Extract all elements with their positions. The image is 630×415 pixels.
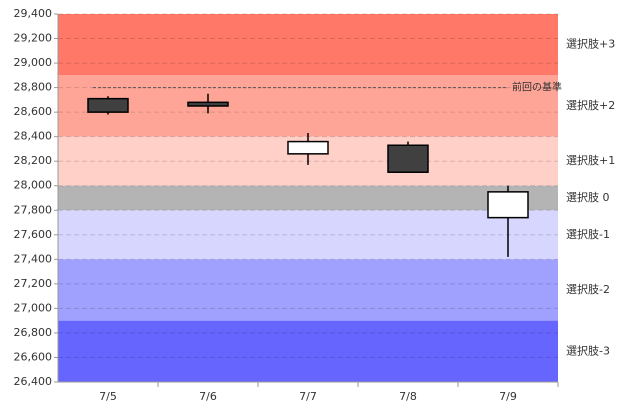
band [58, 259, 558, 321]
band-label: 選択肢+2 [566, 98, 615, 112]
y-tick-label: 27,200 [14, 277, 53, 290]
band [58, 185, 558, 211]
band-label: 選択肢+1 [566, 153, 615, 167]
band [58, 320, 558, 382]
candle-body [87, 97, 129, 113]
x-tick-label: 7/8 [399, 390, 417, 403]
candle-body [487, 191, 529, 219]
y-tick-label: 28,800 [14, 81, 53, 94]
y-tick-label: 27,600 [14, 228, 53, 241]
y-tick-label: 28,600 [14, 105, 53, 118]
y-tick-label: 29,200 [14, 32, 53, 45]
y-tick-label: 26,600 [14, 350, 53, 363]
y-tick-label: 26,800 [14, 326, 53, 339]
x-tick-label: 7/7 [299, 390, 317, 403]
reference-label: 前回の基準 [512, 81, 562, 94]
band [58, 14, 558, 76]
y-tick-label: 26,400 [14, 375, 53, 388]
band-label: 選択肢-2 [566, 282, 610, 296]
y-tick-label: 28,000 [14, 179, 53, 192]
band-label: 選択肢-1 [566, 227, 610, 241]
candle-body [387, 144, 429, 173]
band-label: 選択肢 0 [566, 190, 610, 204]
band-label: 選択肢+3 [566, 37, 615, 51]
x-tick-label: 7/9 [499, 390, 517, 403]
y-tick-label: 29,400 [14, 7, 53, 20]
candle-body [187, 101, 229, 107]
band [58, 210, 558, 260]
band-label: 選択肢-3 [566, 343, 610, 357]
band [58, 75, 558, 137]
y-tick-label: 29,000 [14, 56, 53, 69]
x-tick-label: 7/5 [99, 390, 117, 403]
y-tick-label: 27,000 [14, 301, 53, 314]
candle-body [287, 140, 329, 155]
x-tick-label: 7/6 [199, 390, 217, 403]
y-tick-label: 28,200 [14, 154, 53, 167]
y-tick-label: 27,800 [14, 203, 53, 216]
y-tick-label: 28,400 [14, 130, 53, 143]
y-tick-label: 27,400 [14, 252, 53, 265]
